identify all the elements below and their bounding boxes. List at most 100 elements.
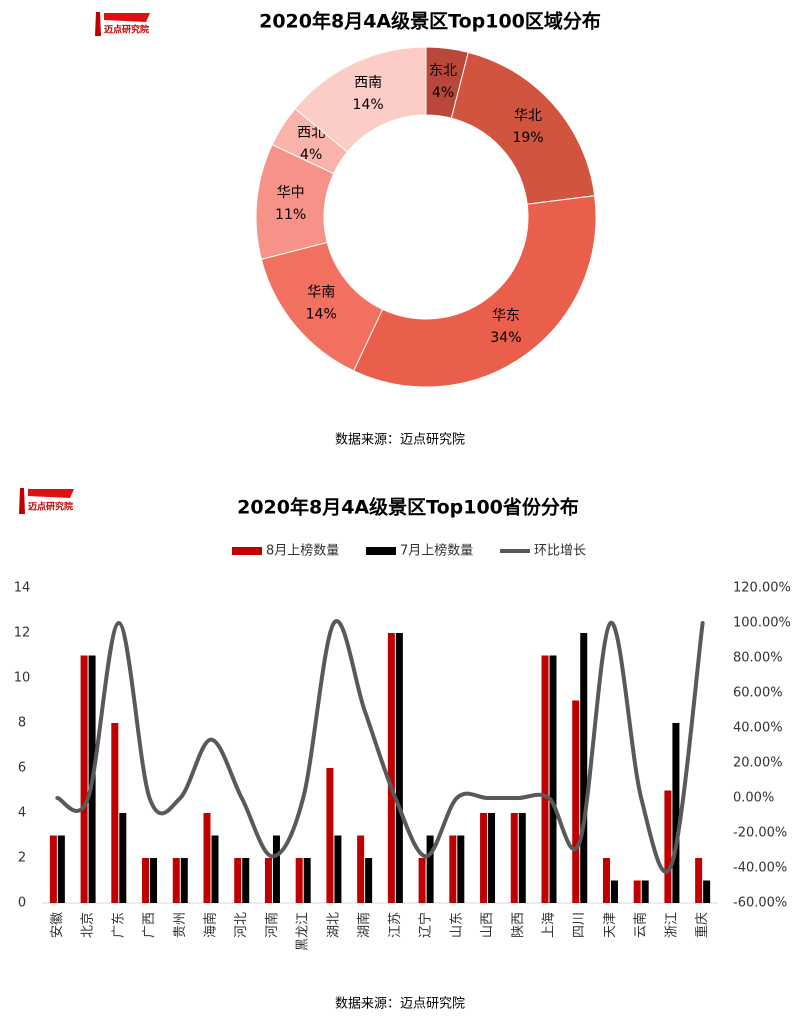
- bar: [449, 835, 457, 903]
- bar: [49, 835, 57, 903]
- bar: [295, 858, 303, 903]
- bar: [387, 633, 395, 903]
- bar: [119, 813, 127, 903]
- bar: [326, 768, 334, 903]
- x-tick-label: 广西: [142, 912, 157, 938]
- y2-tick-label: 120.00%: [733, 581, 791, 596]
- legend-swatch: [232, 547, 262, 555]
- bar: [303, 858, 311, 903]
- bar: [480, 813, 488, 903]
- x-tick-label: 贵州: [173, 912, 188, 938]
- bar: [395, 633, 403, 903]
- y-tick-label: 0: [18, 896, 26, 911]
- line: [55, 619, 705, 874]
- source: 数据来源：迈点研究院: [335, 433, 465, 448]
- bar: [602, 858, 610, 903]
- bar: [664, 790, 672, 903]
- slice-value: 11%: [275, 207, 306, 223]
- bar: [111, 723, 119, 903]
- bar: [549, 655, 557, 903]
- legend-label: 8月上榜数量: [266, 543, 339, 559]
- legend-label: 环比增长: [534, 544, 586, 559]
- y-tick-label: 10: [14, 671, 31, 686]
- logo: 迈点研究院: [19, 488, 74, 514]
- x-tick-label: 上海: [542, 912, 557, 938]
- slice-label: 西北: [297, 125, 325, 141]
- source: 数据来源：迈点研究院: [335, 997, 465, 1012]
- bar: [242, 858, 250, 903]
- slice-value: 19%: [512, 130, 543, 146]
- slice-label: 华北: [514, 108, 542, 124]
- logo-text: 迈点研究院: [104, 24, 149, 36]
- slice-value: 4%: [432, 85, 454, 101]
- bar: [334, 835, 342, 903]
- x-tick-label: 河南: [264, 912, 280, 938]
- logo-flag: [104, 13, 150, 22]
- y-tick-label: 14: [14, 581, 31, 596]
- bar: [57, 835, 65, 903]
- logo-flag: [28, 489, 74, 498]
- y-tick-label: 2: [18, 851, 26, 866]
- bar: [610, 880, 618, 903]
- bar: [180, 858, 188, 903]
- y2-tick-label: -20.00%: [733, 826, 787, 841]
- logo-text: 迈点研究院: [28, 501, 73, 513]
- x-tick-label: 浙江: [664, 912, 679, 938]
- x-tick-label: 黑龙江: [296, 912, 311, 951]
- x-tick-label: 海南: [203, 912, 219, 938]
- y2-tick-label: 20.00%: [733, 756, 783, 771]
- bar: [457, 835, 465, 903]
- x-tick-label: 北京: [81, 912, 96, 938]
- x-tick-label: 湖南: [356, 912, 372, 938]
- bar: [572, 700, 580, 903]
- bar: [211, 835, 219, 903]
- bar: [633, 880, 641, 903]
- x-tick-label: 广东: [111, 912, 126, 938]
- chart-title: 2020年8月4A级景区Top100区域分布: [259, 10, 601, 33]
- bar: [541, 655, 549, 903]
- slice: [294, 46, 427, 153]
- y2-tick-label: -60.00%: [733, 896, 787, 911]
- bar: [488, 813, 496, 903]
- bar: [203, 813, 211, 903]
- x-tick-label: 四川: [572, 912, 587, 938]
- bar: [703, 880, 711, 903]
- bar: [365, 858, 373, 903]
- bar: [418, 858, 426, 903]
- y-tick-label: 6: [18, 761, 26, 776]
- y-tick-label: 12: [14, 626, 31, 641]
- slice-label: 华东: [492, 308, 520, 324]
- bar: [426, 835, 434, 903]
- slice-label: 华南: [307, 285, 335, 301]
- bar: [518, 813, 526, 903]
- y2-tick-label: 60.00%: [733, 686, 783, 701]
- bar: [357, 835, 365, 903]
- slice-label: 西南: [354, 75, 382, 91]
- slice: [352, 195, 597, 388]
- slice-label: 东北: [429, 63, 457, 79]
- slice: [450, 51, 596, 205]
- y2-tick-label: 100.00%: [733, 616, 791, 631]
- bar: [80, 655, 88, 903]
- bar: [580, 633, 588, 903]
- logo-icon: [19, 488, 25, 514]
- slice-value: 34%: [490, 330, 521, 346]
- x-tick-label: 云南: [633, 912, 649, 938]
- bar: [172, 858, 180, 903]
- y2-tick-label: 0.00%: [733, 791, 774, 806]
- bar: [672, 723, 680, 903]
- x-tick-label: 山西: [480, 912, 495, 938]
- y2-tick-label: 40.00%: [733, 721, 783, 736]
- y2-tick-label: -40.00%: [733, 861, 787, 876]
- legend-swatch: [366, 547, 396, 555]
- bar: [150, 858, 158, 903]
- x-tick-label: 天津: [603, 912, 618, 938]
- bar: [641, 880, 649, 903]
- bar: [142, 858, 150, 903]
- x-tick-label: 河北: [234, 912, 249, 938]
- bar: [264, 858, 272, 903]
- x-tick-label: 重庆: [694, 912, 710, 938]
- bar: [272, 835, 280, 903]
- y-tick-label: 8: [18, 716, 26, 731]
